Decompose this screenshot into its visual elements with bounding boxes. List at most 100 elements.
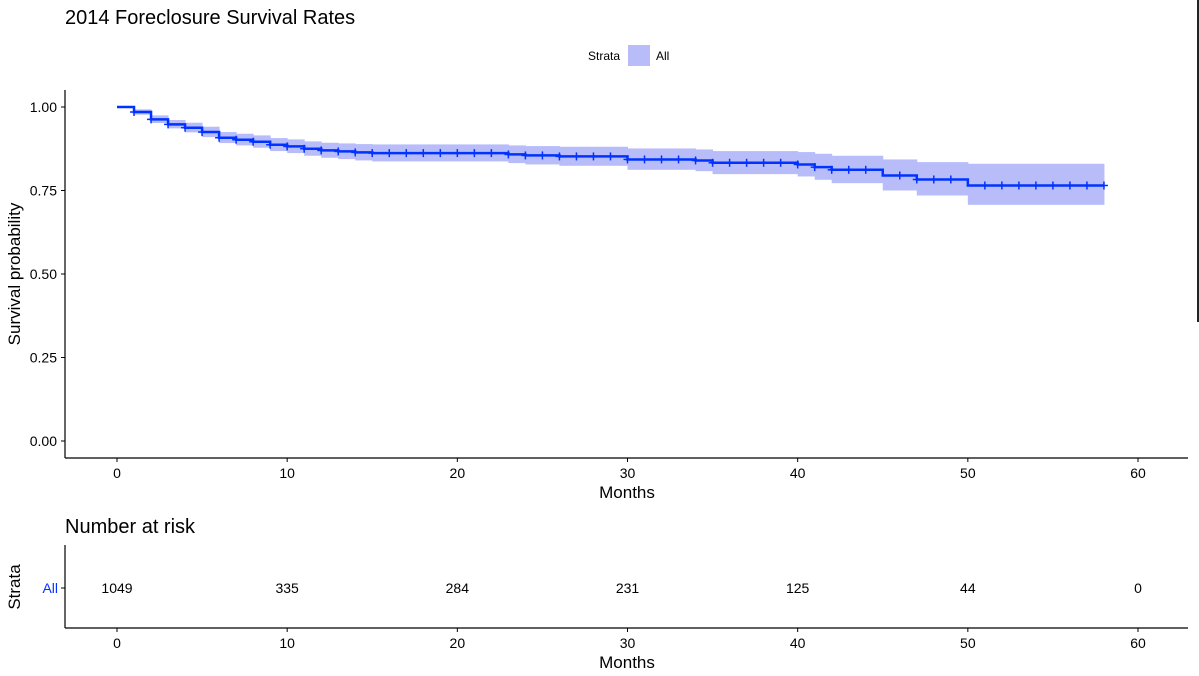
- censor-mark: [776, 158, 785, 167]
- risk-value: 284: [446, 580, 470, 596]
- risk-x-tick-label: 0: [113, 635, 121, 651]
- y-axis-label: Survival probability: [5, 202, 24, 345]
- risk-y-axis: All: [42, 545, 66, 628]
- risk-x-tick-label: 40: [790, 635, 806, 651]
- censor-mark: [606, 152, 615, 161]
- censor-mark: [1031, 181, 1040, 190]
- censor-mark: [215, 133, 224, 142]
- censor-mark: [555, 152, 564, 161]
- x-tick-label: 20: [450, 465, 466, 481]
- risk-values: 1049 335 284 231 125 44 0: [101, 580, 1142, 596]
- risk-value: 335: [275, 580, 299, 596]
- y-tick-label: 0.75: [30, 183, 57, 199]
- risk-x-axis: 0 10 20 30 40 50 60: [65, 627, 1188, 651]
- x-tick-label: 40: [790, 465, 806, 481]
- censor-mark: [912, 175, 921, 184]
- risk-value: 125: [786, 580, 810, 596]
- x-tick-label: 50: [960, 465, 976, 481]
- risk-x-tick-label: 10: [279, 635, 295, 651]
- censor-mark: [725, 158, 734, 167]
- censor-mark: [691, 156, 700, 165]
- y-axis: 0.00 0.25 0.50 0.75 1.00: [30, 90, 66, 458]
- legend-title: Strata: [588, 49, 620, 63]
- censor-mark: [521, 151, 530, 160]
- censor-mark: [844, 165, 853, 174]
- censor-mark: [742, 158, 751, 167]
- censor-mark: [623, 155, 632, 164]
- risk-value: 0: [1134, 580, 1142, 596]
- legend-label-all: All: [656, 49, 669, 63]
- censor-mark: [334, 147, 343, 156]
- censor-mark: [946, 175, 955, 184]
- risk-x-tick-label: 50: [960, 635, 976, 651]
- legend: Strata All: [588, 45, 669, 66]
- y-tick-label: 0.50: [30, 266, 57, 282]
- censor-mark: [708, 158, 717, 167]
- censor-mark: [402, 149, 411, 158]
- risk-value: 231: [616, 580, 640, 596]
- risk-y-axis-label: Strata: [5, 564, 24, 610]
- censor-mark: [181, 123, 190, 132]
- censor-mark: [470, 149, 479, 158]
- risk-x-tick-label: 30: [620, 635, 636, 651]
- censor-mark: [249, 137, 258, 146]
- y-tick-label: 1.00: [30, 99, 57, 115]
- censor-mark: [640, 155, 649, 164]
- censor-mark: [997, 181, 1006, 190]
- risk-row-label: All: [42, 580, 58, 596]
- risk-table-panel: 1049 335 284 231 125 44 0 All 0 10 20 30 40 50 60: [42, 545, 1188, 651]
- censor-mark: [929, 175, 938, 184]
- censor-mark: [572, 152, 581, 161]
- censor-mark: [1014, 181, 1023, 190]
- risk-x-tick-label: 20: [450, 635, 466, 651]
- censor-mark: [674, 155, 683, 164]
- x-tick-label: 10: [279, 465, 295, 481]
- censor-mark: [487, 149, 496, 158]
- censor-mark: [657, 155, 666, 164]
- censor-mark: [232, 135, 241, 144]
- censor-mark: [130, 108, 139, 117]
- risk-value: 1049: [101, 580, 132, 596]
- x-axis-label: Months: [599, 483, 655, 502]
- chart-title: 2014 Foreclosure Survival Rates: [65, 7, 355, 29]
- censor-mark: [810, 163, 819, 172]
- censor-mark: [1048, 181, 1057, 190]
- censor-mark: [827, 165, 836, 174]
- censor-mark: [368, 149, 377, 158]
- risk-x-tick-label: 60: [1130, 635, 1146, 651]
- legend-key-all: [628, 45, 650, 66]
- censor-mark: [436, 149, 445, 158]
- y-tick-label: 0.25: [30, 350, 57, 366]
- x-axis: 0 10 20 30 40 50 60: [65, 457, 1188, 481]
- x-tick-label: 60: [1130, 465, 1146, 481]
- censor-mark: [164, 120, 173, 129]
- censor-mark: [317, 146, 326, 155]
- censor-marks: [130, 108, 1108, 190]
- window-edge: [1197, 0, 1199, 322]
- censor-mark: [419, 149, 428, 158]
- risk-value: 44: [960, 580, 976, 596]
- censor-mark: [453, 149, 462, 158]
- censor-mark: [895, 171, 904, 180]
- censor-mark: [980, 181, 989, 190]
- censor-mark: [300, 144, 309, 153]
- censor-mark: [147, 115, 156, 124]
- censor-mark: [266, 140, 275, 149]
- risk-table-title: Number at risk: [65, 516, 196, 538]
- censor-mark: [351, 148, 360, 157]
- censor-mark: [861, 165, 870, 174]
- censor-mark: [538, 151, 547, 160]
- censor-mark: [198, 128, 207, 137]
- survival-plot-panel: 0.00 0.25 0.50 0.75 1.00 0 10 20 30 40 50 60: [30, 90, 1188, 481]
- censor-mark: [385, 149, 394, 158]
- y-tick-label: 0.00: [30, 433, 57, 449]
- x-tick-label: 30: [620, 465, 636, 481]
- censor-mark: [504, 150, 513, 159]
- censor-mark: [589, 152, 598, 161]
- censor-mark: [283, 142, 292, 151]
- censor-mark: [793, 160, 802, 169]
- censor-mark: [1065, 181, 1074, 190]
- censor-mark: [1099, 181, 1108, 190]
- censor-mark: [759, 158, 768, 167]
